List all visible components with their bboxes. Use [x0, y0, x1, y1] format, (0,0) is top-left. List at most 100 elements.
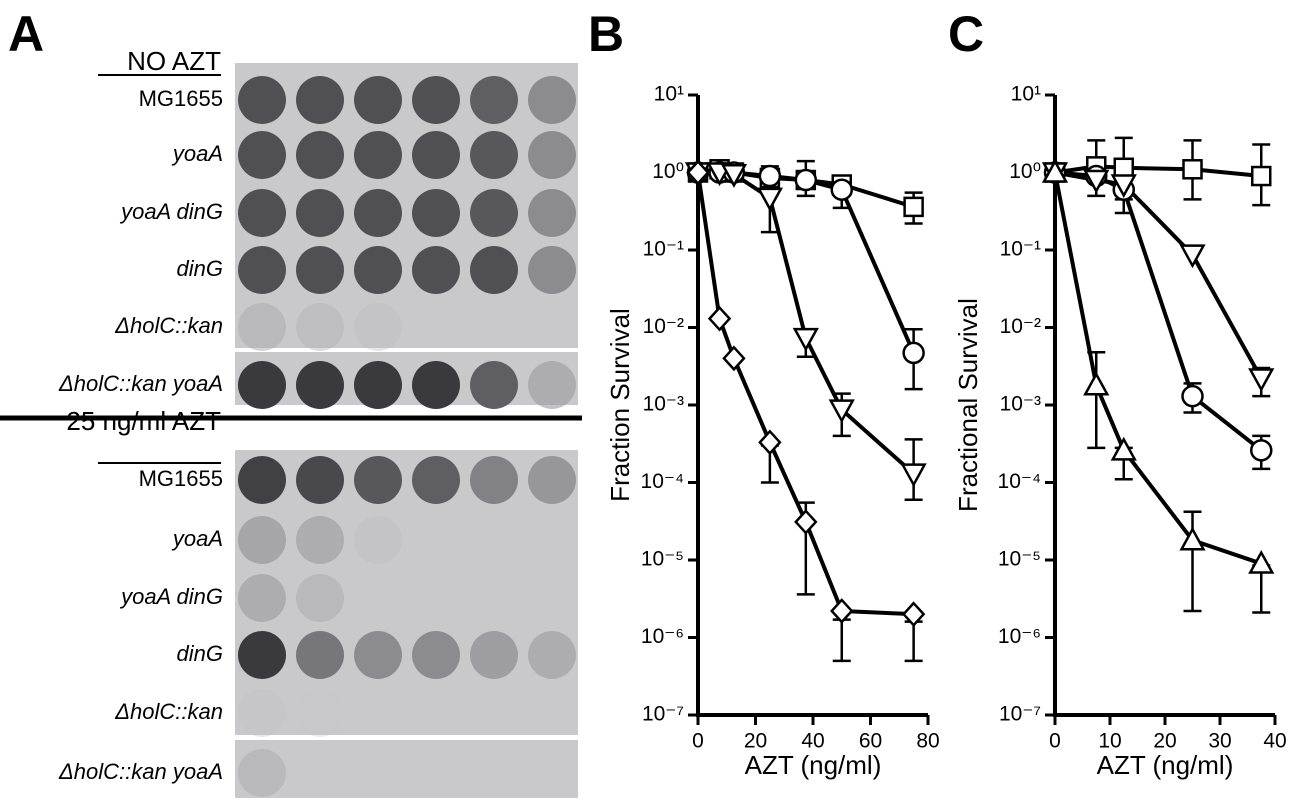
colony-spot	[528, 246, 576, 294]
x-tick-label: 40	[1263, 730, 1286, 753]
marker	[902, 341, 925, 365]
axes	[1053, 95, 1275, 717]
colony-spot	[354, 189, 402, 237]
colony-spot	[528, 131, 576, 179]
colony-spot	[238, 456, 286, 504]
colony-spot	[412, 361, 460, 409]
error-bar	[1183, 510, 1202, 613]
x-tick-label: 20	[1153, 730, 1176, 753]
y-tick-label: 10⁻⁶	[998, 625, 1041, 648]
colony-spot	[296, 631, 344, 679]
colony-spot	[296, 516, 344, 564]
colony-spot	[238, 574, 286, 622]
colony-spot	[296, 689, 344, 737]
strain-label: ΔholC::kan	[114, 313, 223, 338]
y-tick-label: 10⁻²	[1000, 315, 1041, 338]
y-tick-label: 10⁻⁵	[641, 548, 684, 571]
colony-spot	[296, 131, 344, 179]
strain-label: MG1655	[139, 466, 223, 491]
colony-spot	[354, 303, 402, 351]
y-tick-label: 10⁰	[1009, 160, 1041, 183]
marker	[903, 196, 924, 218]
y-tick-label: 10⁻¹	[1000, 238, 1041, 261]
panel-label: B	[588, 6, 624, 62]
colony-spot	[412, 246, 460, 294]
colony-spot	[354, 246, 402, 294]
section-title: NO AZT	[127, 46, 221, 76]
colony-spot	[354, 516, 402, 564]
x-tick-label: 20	[744, 730, 767, 753]
colony-spot	[238, 303, 286, 351]
colony-spot	[470, 361, 518, 409]
marker	[830, 598, 854, 624]
strain-label: ΔholC::kan yoaA	[58, 759, 223, 784]
colony-spot	[528, 189, 576, 237]
colony-spot	[296, 246, 344, 294]
y-tick-label: 10¹	[1011, 83, 1041, 106]
y-tick-label: 10⁻⁵	[998, 548, 1041, 571]
marker	[1041, 158, 1069, 183]
x-axis-label: AZT (ng/ml)	[1097, 750, 1234, 780]
colony-spot	[238, 689, 286, 737]
marker	[1251, 165, 1272, 187]
x-tick-label: 10	[1098, 730, 1121, 753]
colony-spot	[412, 131, 460, 179]
x-tick-label: 60	[859, 730, 882, 753]
colony-spot	[354, 361, 402, 409]
colony-spot	[238, 131, 286, 179]
x-tick-label: 0	[692, 730, 704, 753]
marker	[901, 601, 926, 628]
y-tick-label: 10⁻²	[643, 315, 684, 338]
colony-spot	[238, 189, 286, 237]
marker	[707, 305, 732, 332]
marker	[1182, 159, 1203, 180]
marker	[1110, 174, 1137, 199]
y-tick-label: 10⁻⁷	[642, 703, 684, 726]
colony-spot	[238, 361, 286, 409]
colony-spot	[528, 361, 576, 409]
marker	[830, 178, 853, 201]
colony-spot	[238, 76, 286, 124]
x-tick-label: 30	[1208, 730, 1231, 753]
y-tick-label: 10⁻⁶	[641, 625, 684, 648]
y-tick-label: 10⁻¹	[643, 238, 684, 261]
colony-spot	[528, 456, 576, 504]
marker	[720, 163, 748, 188]
colony-spot	[354, 456, 402, 504]
colony-spot	[470, 631, 518, 679]
x-axis-label: AZT (ng/ml)	[745, 750, 882, 780]
marker	[1179, 526, 1206, 551]
x-tick-label: 80	[916, 730, 939, 753]
y-tick-label: 10⁻⁴	[641, 470, 684, 493]
marker	[756, 187, 783, 212]
error-bar	[904, 620, 923, 663]
marker	[794, 509, 818, 535]
colony-spot	[354, 131, 402, 179]
colony-spot	[296, 303, 344, 351]
strain-label: yoaA dinG	[119, 199, 223, 224]
strain-label: ΔholC::kan yoaA	[58, 371, 223, 396]
panel-label: C	[948, 6, 984, 62]
colony-spot	[238, 749, 286, 797]
section-title: 25 ng/ml AZT	[66, 406, 221, 436]
marker	[828, 399, 855, 424]
marker	[722, 345, 746, 372]
colony-spot	[296, 361, 344, 409]
marker	[758, 429, 782, 456]
series-line	[1054, 170, 1263, 380]
strain-label: yoaA	[171, 526, 223, 551]
colony-spot	[470, 131, 518, 179]
marker	[794, 168, 818, 192]
marker	[1179, 244, 1206, 269]
colony-spot	[296, 189, 344, 237]
colony-spot	[470, 246, 518, 294]
marker	[792, 327, 819, 352]
colony-spot	[412, 456, 460, 504]
colony-spot	[412, 76, 460, 124]
plate	[235, 63, 578, 348]
y-axis-label: Fraction Survival	[605, 308, 635, 502]
marker	[1113, 157, 1134, 179]
colony-spot	[238, 516, 286, 564]
series-line	[698, 170, 916, 354]
